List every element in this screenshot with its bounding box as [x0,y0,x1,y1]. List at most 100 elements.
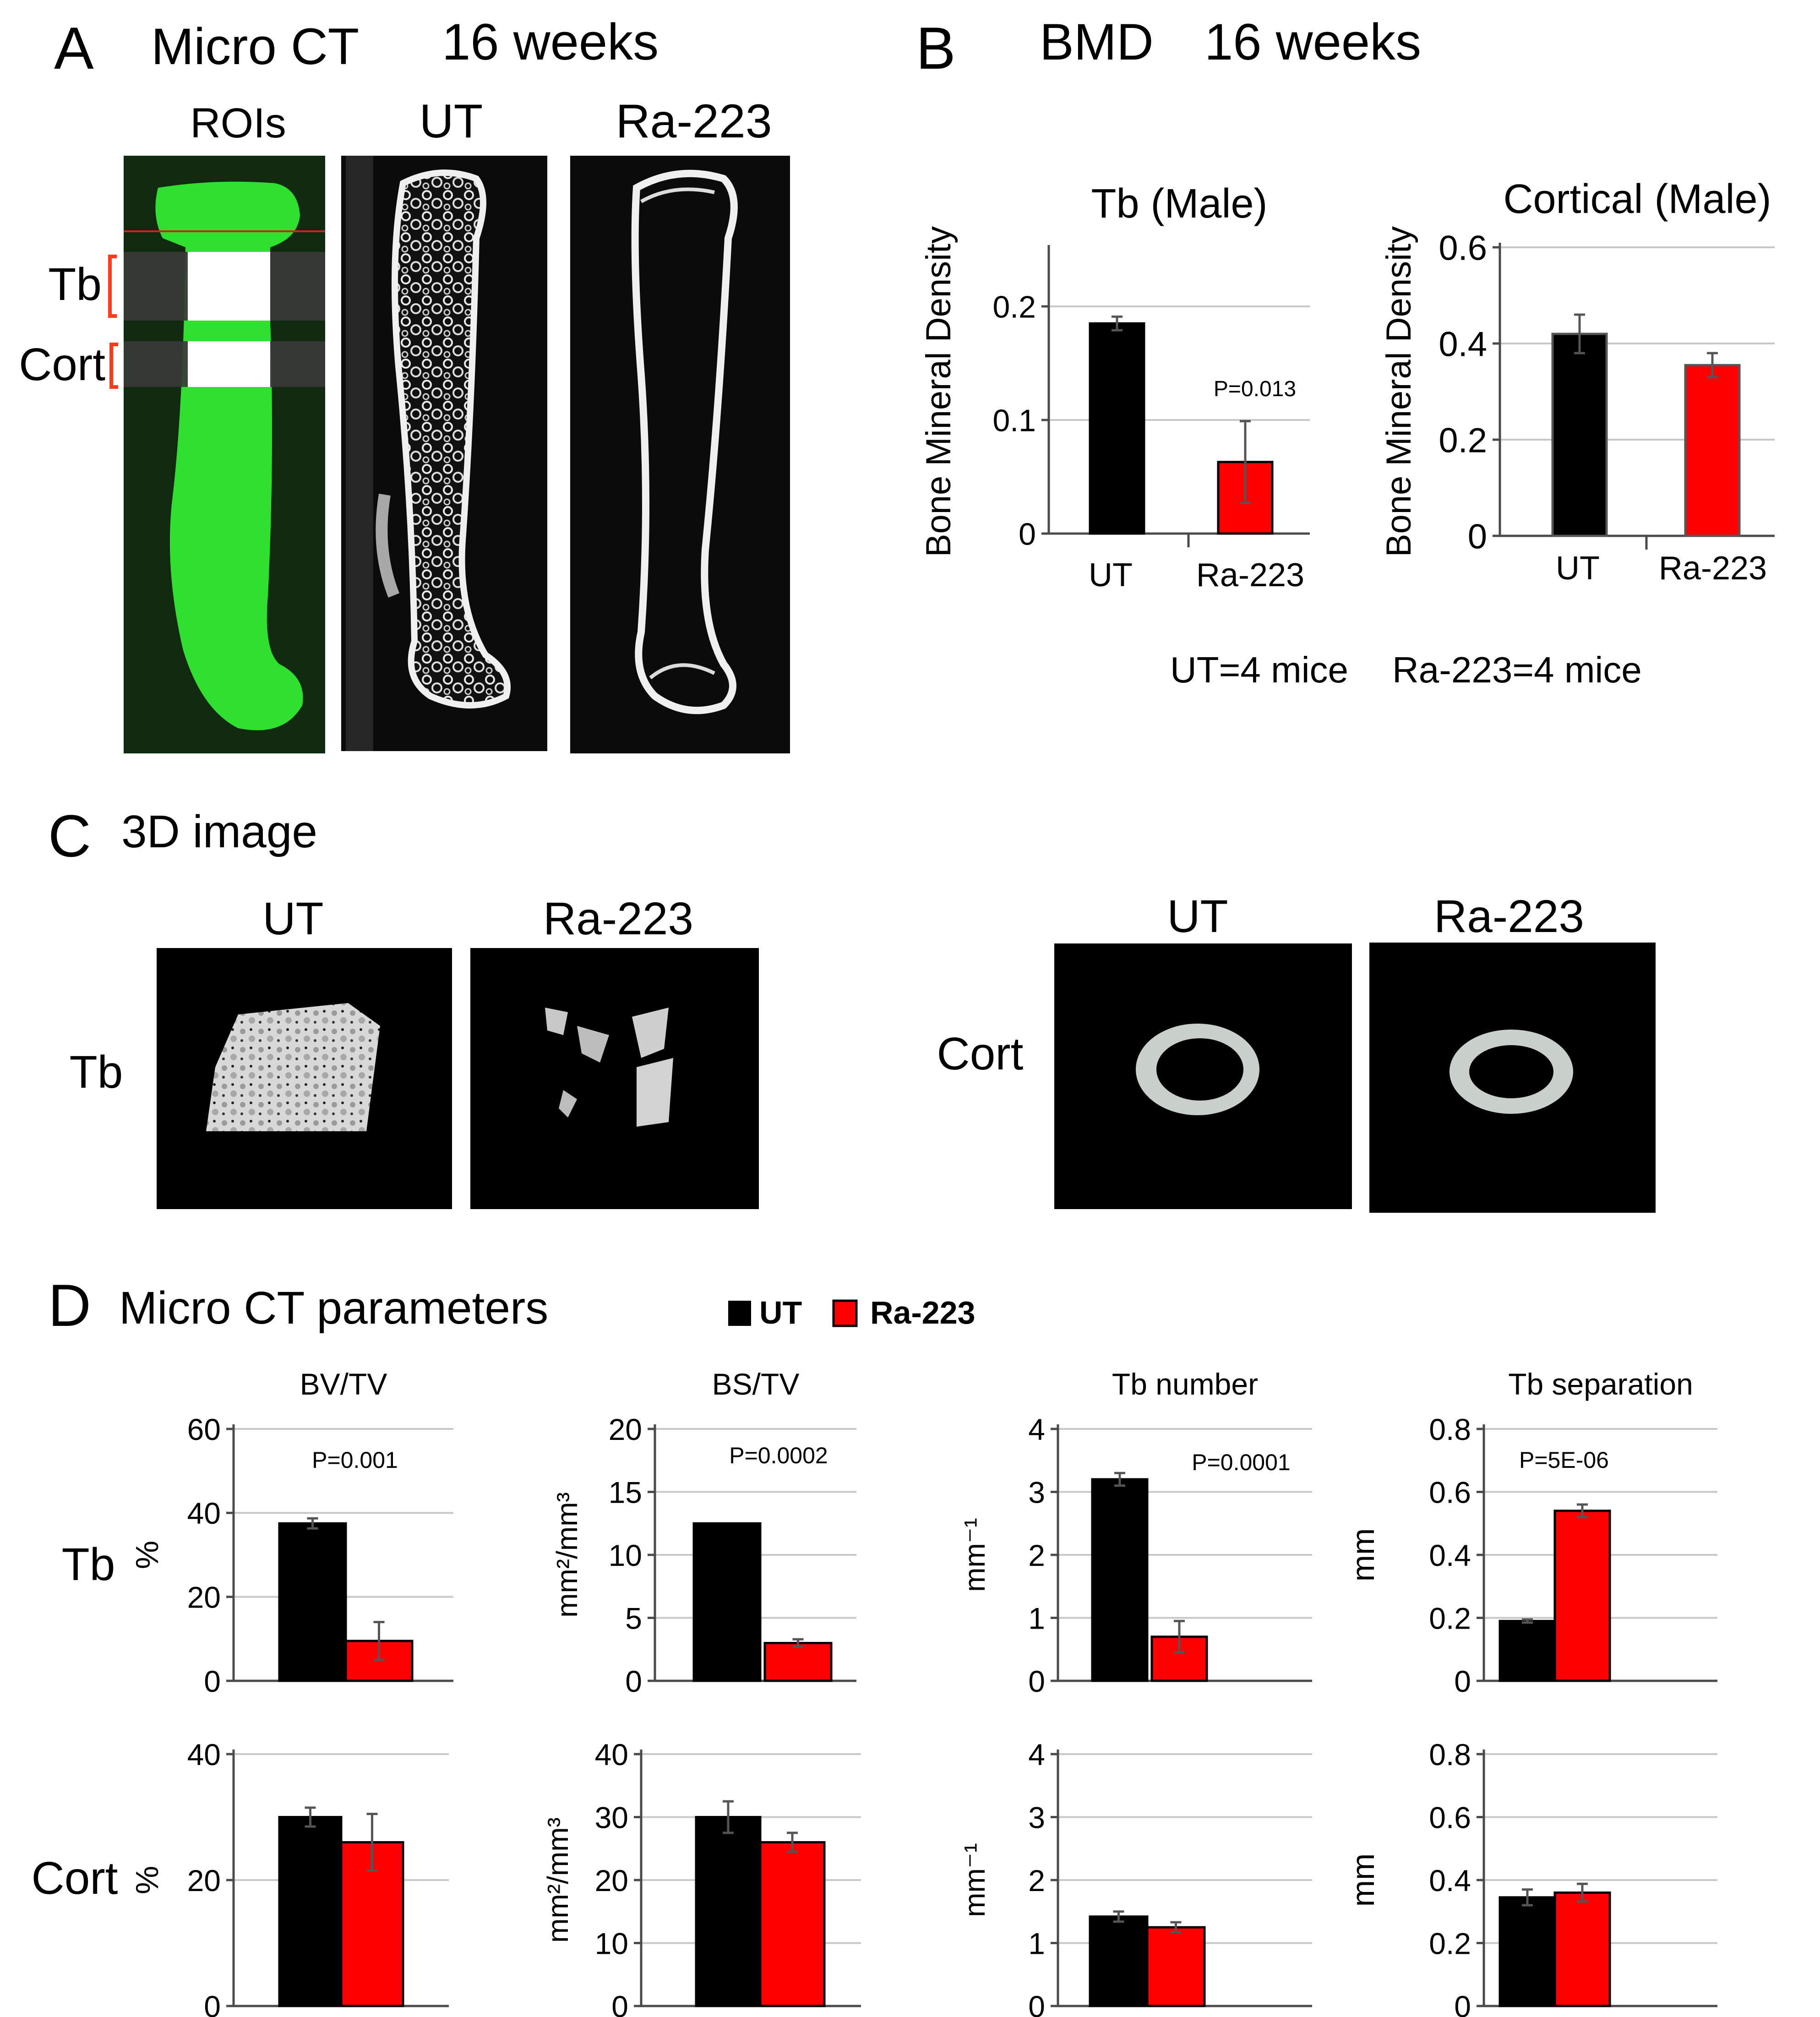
render-cort-ut [1054,943,1352,1209]
y-tick-label: 0.2 [1429,1926,1471,1960]
y-tick-label: 0.4 [1429,1864,1471,1897]
y-tick-label: 0 [625,1664,642,1698]
bar-ut [692,1522,762,1682]
bar-ut [1499,1896,1556,2007]
p-value-label: P=0.0002 [729,1443,828,1468]
legend: UT Ra-223 [728,1295,975,1330]
y-axis-label: mm⁻¹ [958,1843,991,1917]
chart-tb-bstv: 0 5 10 15 20 BS/TV mm²/mm³ P=0.0002 [550,1367,856,1698]
y-tick-label: 0.2 [992,289,1036,324]
chart-bmd-tb: 0 0.1 0.2 UT Ra-223 Tb (Male) Bone Mineral Den… [919,181,1310,594]
bar-ut [278,1816,343,2007]
ct-image-ut [341,156,547,751]
c-row-tb: Tb [70,1047,123,1098]
y-tick-label: 3 [1028,1475,1045,1509]
y-axis-label: mm⁻¹ [958,1518,991,1592]
y-tick-label: 30 [595,1800,628,1834]
chart-cort-separation: 0 0.2 0.4 0.6 0.8 mm [1345,1738,1717,2017]
y-tick-label: 20 [609,1412,642,1446]
chart-cort-bvtv: 0 20 40% [129,1738,449,2017]
render-cort-ra223 [1369,943,1656,1213]
y-tick-label: 5 [625,1601,642,1635]
bar-ut [1499,1619,1556,1682]
y-tick-label: 0 [611,1990,628,2017]
c-col-ra223-right: Ra-223 [1434,891,1584,942]
y-tick-label: 10 [595,1926,628,1960]
c-col-ut-right: UT [1167,891,1228,942]
roi-label-cort: Cort [19,339,105,390]
d-row-cort: Cort [32,1853,118,1904]
y-axis-label: % [129,1541,165,1569]
panel-a: A Micro CT 16 weeks ROIs UT Ra-223 Tb Co… [19,13,790,753]
legend-swatch-ra223 [832,1299,858,1327]
panel-d: D Micro CT parameters UT Ra-223 Tb Cort … [32,1272,1717,2017]
roi-bracket-cort [109,343,118,389]
p-value-label: P=0.013 [1214,377,1296,401]
roi-bracket-tb [108,255,117,318]
panel-a-time: 16 weeks [442,13,659,71]
y-tick-label: 40 [187,1738,221,1772]
y-tick-label: 0 [1468,517,1487,556]
chart-tb-bvtv: 0 20 40 60 BV/TV% P=0.001 [129,1367,453,1698]
panel-c-title: 3D image [121,806,317,857]
chart-cort-number: 0 1 2 3 4 mm⁻¹ [958,1738,1312,2017]
panel-b-time: 16 weeks [1204,13,1421,71]
panel-d-letter: D [48,1272,91,1339]
legend-label-ra223: Ra-223 [870,1295,975,1330]
y-tick-label: 15 [609,1475,642,1509]
y-axis-label: mm [1345,1528,1381,1582]
chart-title: Tb number [1112,1367,1258,1401]
y-tick-label: 40 [595,1738,628,1772]
chart-title: BS/TV [712,1367,800,1401]
y-tick-label: 0.6 [1439,229,1487,267]
y-tick-label: 40 [187,1496,221,1530]
y-tick-label: 0 [204,1664,221,1698]
chart-title: Cortical (Male) [1503,176,1771,222]
render-tb-ra223 [470,948,759,1209]
bar-ut [695,1816,762,2007]
y-tick-label: 0.4 [1429,1538,1471,1572]
y-tick-label: 0.6 [1429,1800,1471,1834]
y-tick-label: 0 [1028,1990,1045,2017]
x-tick-label: UT [1089,557,1133,594]
panel-b: B BMD 16 weeks 0 0.1 0.2 UT Ra-223 Tb (Male) B… [916,13,1775,690]
chart-title: BV/TV [300,1367,387,1401]
panel-c-letter: C [48,802,91,869]
panel-b-letter: B [916,15,956,82]
bar-ra223 [763,1642,833,1682]
y-axis-label: Bone Mineral Density [919,226,958,557]
col-label-ra223: Ra-223 [616,95,772,148]
ct-image-ra223 [570,156,790,753]
y-axis-label: mm²/mm³ [541,1817,574,1943]
y-tick-label: 0 [1019,517,1036,551]
y-tick-label: 0.2 [1439,421,1487,460]
c-row-cort: Cort [937,1028,1024,1079]
n-note-ut: UT=4 mice [1170,649,1348,690]
bar-ut [278,1522,347,1682]
y-tick-label: 1 [1028,1601,1045,1635]
d-row-tb: Tb [62,1539,115,1590]
bar-ra223 [1684,364,1741,537]
p-value-label: P=0.0001 [1192,1450,1290,1475]
y-tick-label: 10 [609,1538,642,1572]
p-value-label: P=5E-06 [1519,1447,1609,1473]
bar-ra223 [759,1841,826,2007]
x-tick-label: Ra-223 [1659,550,1767,587]
bar-ra223 [1553,1510,1611,1682]
y-tick-label: 0.1 [992,403,1036,438]
y-tick-label: 0 [1028,1664,1045,1698]
chart-cort-bstv: 0 10 20 30 40 mm²/mm³ [541,1738,861,2017]
y-tick-label: 1 [1028,1926,1045,1960]
bar-ra223 [340,1841,404,2007]
y-tick-label: 20 [187,1864,221,1897]
x-tick-label: Ra-223 [1196,557,1304,594]
y-tick-label: 20 [595,1864,628,1897]
bar-ra223 [1553,1892,1611,2007]
p-value-label: P=0.001 [312,1447,398,1473]
y-tick-label: 0.6 [1429,1475,1471,1509]
render-tb-ut [157,948,452,1209]
panel-a-letter: A [54,15,94,82]
y-tick-label: 0 [1454,1664,1471,1698]
y-tick-label: 4 [1028,1738,1045,1772]
y-axis-label: % [129,1866,165,1894]
